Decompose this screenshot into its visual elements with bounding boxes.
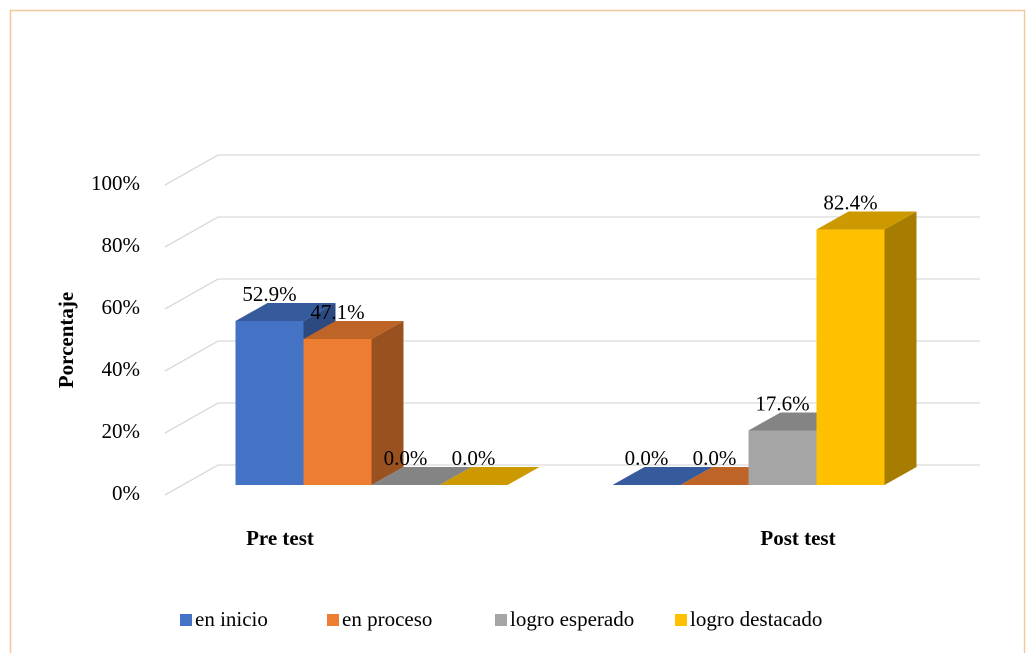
y-tick-label: 100% bbox=[91, 171, 140, 195]
bar bbox=[303, 320, 404, 485]
bar-top bbox=[816, 211, 917, 230]
bar-side bbox=[884, 211, 917, 485]
y-tick-label: 80% bbox=[102, 233, 141, 257]
legend-swatch bbox=[180, 614, 192, 626]
grid-line bbox=[164, 216, 980, 248]
y-tick-label: 0% bbox=[112, 481, 140, 505]
x-tick-label: Pre test bbox=[246, 526, 314, 550]
legend-label: logro destacado bbox=[690, 607, 822, 631]
grid-line bbox=[164, 278, 980, 310]
data-label: 52.9% bbox=[242, 282, 296, 306]
bar-top bbox=[235, 303, 336, 322]
bar bbox=[612, 467, 713, 485]
data-label: 0.0% bbox=[384, 446, 428, 470]
y-axis-label: Porcentaje bbox=[54, 292, 78, 388]
bar-top bbox=[439, 467, 540, 485]
bar bbox=[439, 467, 540, 485]
bar-side bbox=[371, 320, 404, 485]
y-tick-label: 60% bbox=[102, 295, 141, 319]
legend-swatch bbox=[327, 614, 339, 626]
bar-front bbox=[303, 338, 372, 485]
legend-label: logro esperado bbox=[510, 607, 634, 631]
data-label: 82.4% bbox=[823, 190, 877, 214]
data-label: 47.1% bbox=[310, 300, 364, 324]
legend-label: en inicio bbox=[195, 607, 268, 631]
bar-front bbox=[816, 229, 885, 485]
bar-front bbox=[748, 430, 817, 485]
grid-line bbox=[164, 402, 980, 434]
data-label: 0.0% bbox=[625, 446, 669, 470]
data-label: 0.0% bbox=[693, 446, 737, 470]
y-tick-label: 40% bbox=[102, 357, 141, 381]
bar-front bbox=[235, 321, 304, 485]
grid-line bbox=[164, 340, 980, 372]
grid-line bbox=[164, 154, 980, 186]
grid-line bbox=[164, 464, 980, 496]
bar-top bbox=[371, 467, 472, 485]
x-tick-label: Post test bbox=[760, 526, 835, 550]
bar bbox=[371, 467, 472, 485]
bar-top bbox=[612, 467, 713, 485]
data-label: 17.6% bbox=[755, 391, 809, 415]
legend-label: en proceso bbox=[342, 607, 432, 631]
bar bbox=[816, 211, 917, 485]
y-tick-label: 20% bbox=[102, 419, 141, 443]
legend-swatch bbox=[675, 614, 687, 626]
legend-swatch bbox=[495, 614, 507, 626]
data-label: 0.0% bbox=[452, 446, 496, 470]
bar-top bbox=[303, 320, 404, 339]
